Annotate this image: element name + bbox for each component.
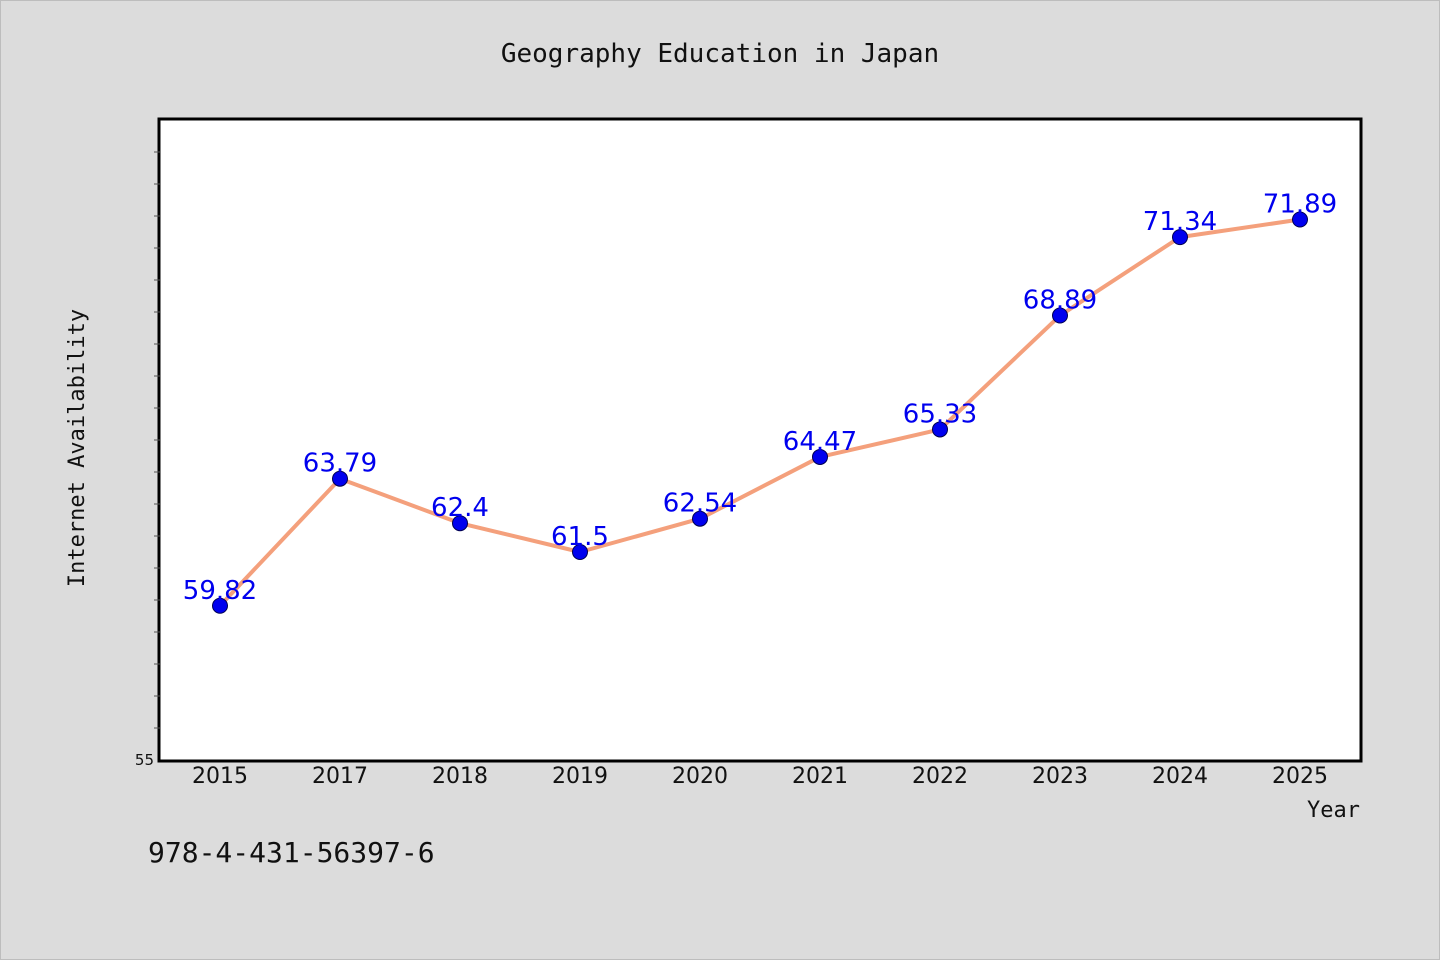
plot-area bbox=[157, 117, 1363, 763]
data-point bbox=[1172, 229, 1188, 246]
data-label: 68.89 bbox=[1023, 286, 1097, 316]
data-point bbox=[1052, 307, 1068, 324]
x-tick-label: 2018 bbox=[432, 764, 488, 789]
data-label: 63.79 bbox=[303, 449, 377, 479]
series-data-labels-group: 59.82 63.79 62.4 61.5 62.54 64.47 65.33 68.89 71… bbox=[183, 190, 1337, 606]
x-axis-tick-labels: 2015 2017 2018 2019 2020 2021 2022 2023 2024 2025 bbox=[192, 764, 1328, 789]
data-point bbox=[332, 470, 348, 487]
y-axis-tick-labels: 55 bbox=[135, 751, 154, 769]
data-label: 71.34 bbox=[1143, 207, 1217, 237]
x-tick-label: 2019 bbox=[552, 764, 608, 789]
x-tick-label: 2020 bbox=[672, 764, 728, 789]
data-label: 65.33 bbox=[903, 399, 977, 429]
data-label: 59.82 bbox=[183, 576, 257, 606]
data-point bbox=[212, 597, 228, 614]
chart-title: Geography Education in Japan bbox=[501, 39, 939, 69]
data-label: 71.89 bbox=[1263, 190, 1337, 220]
x-tick-label: 2025 bbox=[1272, 764, 1328, 789]
data-point bbox=[692, 510, 708, 527]
x-tick-label: 2015 bbox=[192, 764, 248, 789]
x-tick-label: 2024 bbox=[1152, 764, 1208, 789]
data-point bbox=[572, 544, 588, 560]
data-point bbox=[452, 515, 468, 532]
y-axis-label: Internet Availability bbox=[65, 309, 90, 587]
data-point bbox=[932, 421, 948, 438]
y-axis-ticks bbox=[154, 151, 160, 729]
x-tick-label: 2017 bbox=[312, 764, 368, 789]
x-tick-label: 2023 bbox=[1032, 764, 1088, 789]
data-point bbox=[812, 448, 828, 465]
data-label: 64.47 bbox=[783, 427, 857, 457]
series-line-group bbox=[218, 217, 1301, 608]
x-axis-label: Year bbox=[1307, 798, 1360, 823]
series-line bbox=[218, 217, 1301, 608]
isbn-text: 978-4-431-56397-6 bbox=[148, 836, 435, 869]
x-tick-label: 2022 bbox=[912, 764, 968, 789]
series-points-group bbox=[212, 211, 1308, 614]
data-label: 62.4 bbox=[431, 493, 489, 523]
data-label: 61.5 bbox=[551, 522, 609, 552]
data-label: 62.54 bbox=[663, 489, 737, 519]
y-tick-label: 55 bbox=[135, 751, 154, 769]
data-point bbox=[1292, 211, 1308, 228]
x-tick-label: 2021 bbox=[792, 764, 848, 789]
